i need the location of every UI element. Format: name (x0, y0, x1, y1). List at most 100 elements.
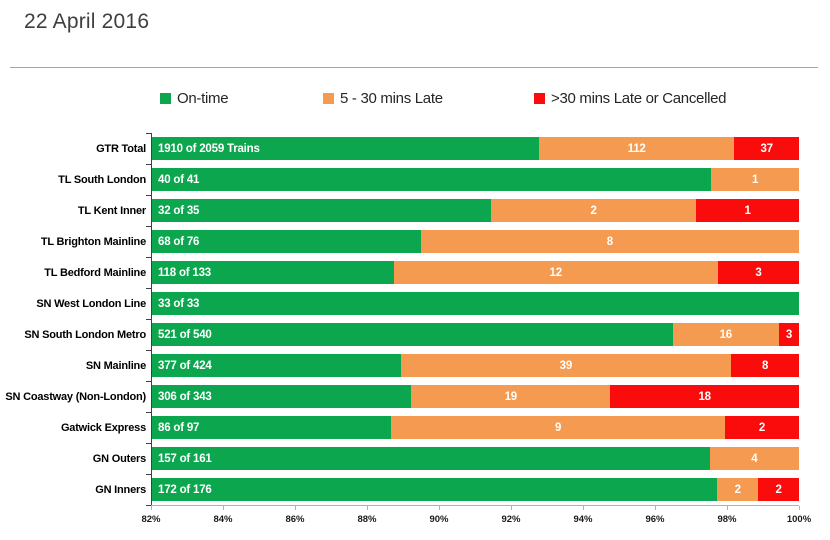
category-label: TL Bedford Mainline (44, 266, 146, 279)
segment-5-30-mins-late: 19 (411, 385, 611, 408)
segment-over-30-late: 37 (734, 137, 799, 160)
segment-over-30-late: 3 (717, 261, 799, 284)
category-label: TL Brighton Mainline (40, 235, 146, 248)
bar-track: 86 of 97 9 2 (152, 416, 799, 439)
x-axis-tick (799, 506, 800, 510)
report-date-title: 22 April 2016 (24, 10, 150, 33)
segment-on-time: 521 of 540 (152, 323, 673, 346)
segment-on-time: 118 of 133 (152, 261, 394, 284)
stacked-bar-chart: GTR Total 1910 of 2059 Trains 112 37 TL Sout… (5, 133, 799, 506)
x-axis-tick-label: 96% (645, 514, 665, 525)
segment-5-30-mins-late: 39 (400, 354, 732, 377)
segment-5-30-mins-late: 2 (490, 199, 697, 222)
bar-track: 377 of 424 39 8 (152, 354, 799, 377)
bar-track: 33 of 33 (152, 292, 799, 315)
legend-label-late: 5 - 30 mins Late (340, 90, 443, 107)
x-axis-tick (367, 506, 368, 510)
category-label: TL South London (58, 173, 146, 186)
segment-5-30-mins-late: 16 (672, 323, 780, 346)
legend-label-cancelled: >30 mins Late or Cancelled (551, 90, 727, 107)
chart-row: TL Bedford Mainline 118 of 133 12 3 (44, 257, 799, 288)
category-label: TL Kent Inner (77, 204, 146, 217)
x-axis-tick (438, 506, 440, 510)
bar-track: 521 of 540 16 3 (152, 323, 799, 346)
legend-swatch-ontime (160, 93, 171, 104)
chart-row: TL Brighton Mainline 68 of 76 8 (41, 226, 799, 257)
y-axis-tick (146, 288, 152, 289)
y-axis-tick (146, 505, 152, 506)
segment-over-30-late: 18 (610, 385, 799, 408)
category-label: SN South London Metro (24, 328, 146, 341)
segment-5-30-mins-late: 9 (391, 416, 725, 439)
category-label: SN Coastway (Non-London) (5, 390, 146, 403)
y-axis-tick (146, 164, 152, 165)
bar-track: 1910 of 2059 Trains 112 37 (152, 137, 799, 160)
segment-on-time: 1910 of 2059 Trains (152, 137, 539, 160)
chart-row: GTR Total 1910 of 2059 Trains 112 37 (96, 133, 799, 164)
y-axis-tick (146, 226, 152, 227)
chart-row: SN West London Line 33 of 33 (36, 288, 799, 319)
legend-swatch-late (323, 93, 334, 104)
segment-on-time: 172 of 176 (152, 478, 718, 501)
segment-5-30-mins-late: 112 (538, 137, 735, 160)
x-axis-tick (151, 506, 152, 510)
segment-over-30-late: 2 (724, 416, 799, 439)
chart-row: GN Inners 172 of 176 2 2 (95, 474, 799, 505)
category-label: Gatwick Express (60, 421, 146, 434)
chart-row: SN Mainline 377 of 424 39 8 (86, 350, 799, 381)
legend-label-ontime: On-time (177, 90, 229, 107)
legend-item-cancelled: >30 mins Late or Cancelled (534, 90, 727, 107)
x-axis-tick (222, 506, 224, 510)
segment-5-30-mins-late: 1 (711, 168, 799, 191)
x-axis-tick (726, 506, 728, 510)
chart-row: TL South London 40 of 41 1 (58, 164, 799, 195)
x-axis-tick-label: 98% (717, 514, 737, 525)
x-axis-tick (655, 506, 656, 510)
legend-swatch-cancelled (534, 93, 545, 104)
bar-track: 118 of 133 12 3 (152, 261, 799, 284)
bar-track: 172 of 176 2 2 (152, 478, 799, 501)
x-axis-tick-label: 82% (141, 514, 161, 525)
category-label: GTR Total (96, 142, 146, 155)
segment-on-time: 33 of 33 (152, 292, 799, 315)
category-label: SN Mainline (85, 359, 146, 372)
chart-row: SN South London Metro 521 of 540 16 3 (24, 319, 799, 350)
y-axis-tick (146, 443, 152, 444)
x-axis-tick (583, 506, 584, 510)
chart-row: TL Kent Inner 32 of 35 2 1 (78, 195, 799, 226)
x-axis-tick-label: 90% (429, 514, 449, 525)
chart-legend: On-time 5 - 30 mins Late >30 mins Late or … (0, 90, 830, 110)
segment-on-time: 86 of 97 (152, 416, 392, 439)
segment-over-30-late: 1 (696, 199, 799, 222)
x-axis-tick-label: 84% (213, 514, 233, 525)
legend-item-late: 5 - 30 mins Late (323, 90, 443, 107)
y-axis-tick (146, 350, 152, 351)
chart-row: GN Outers 157 of 161 4 (93, 443, 799, 474)
legend-item-ontime: On-time (160, 90, 229, 107)
segment-5-30-mins-late: 8 (420, 230, 799, 253)
chart-row: SN Coastway (Non-London) 306 of 343 19 18 (5, 381, 799, 412)
segment-on-time: 306 of 343 (152, 385, 412, 408)
x-axis-tick-label: 100% (786, 514, 812, 525)
x-axis-tick (294, 506, 296, 510)
x-axis-tick (511, 506, 512, 510)
segment-5-30-mins-late: 2 (717, 478, 759, 501)
segment-on-time: 157 of 161 (152, 447, 710, 470)
segment-over-30-late: 2 (758, 478, 799, 501)
bar-track: 68 of 76 8 (152, 230, 799, 253)
y-axis-tick (146, 381, 152, 382)
category-label: GN Outers (92, 452, 146, 465)
y-axis-tick (146, 319, 152, 320)
y-axis-tick (146, 412, 152, 413)
bar-track: 306 of 343 19 18 (152, 385, 799, 408)
y-axis-tick (146, 195, 152, 196)
y-axis-tick (146, 257, 152, 258)
x-axis: 82% 84% 86% 88% 90% 92% 94% 96% 98% 100% (141, 505, 811, 525)
segment-over-30-late: 8 (731, 354, 799, 377)
x-axis-tick-label: 94% (573, 514, 593, 525)
separator-line (10, 67, 818, 68)
chart-row: Gatwick Express 86 of 97 9 2 (61, 412, 799, 443)
segment-on-time: 68 of 76 (152, 230, 421, 253)
segment-5-30-mins-late: 12 (393, 261, 718, 284)
